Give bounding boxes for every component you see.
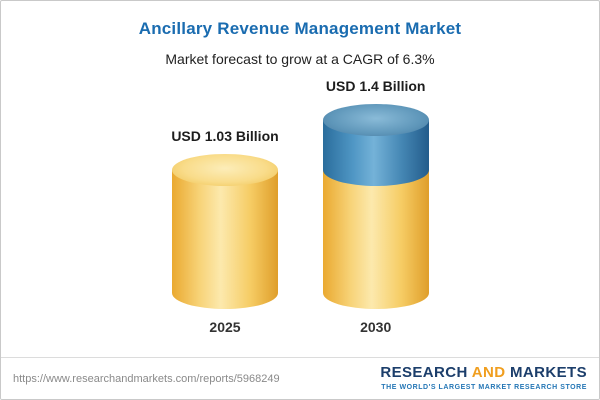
logo-word-and: AND: [471, 364, 506, 382]
footer: https://www.researchandmarkets.com/repor…: [1, 357, 599, 399]
year-label-2025: 2025: [209, 319, 241, 335]
logo-word-research: RESEARCH: [380, 364, 468, 382]
cylinder-2030-segment-divider: [322, 154, 429, 186]
chart-area: USD 1.03 Billion 2025 USD 1.4 Billion 20…: [1, 78, 599, 335]
cylinder-2030: [322, 104, 429, 309]
cylinder-2030-top-cap: [322, 104, 429, 136]
value-label-2030: USD 1.4 Billion: [325, 78, 426, 94]
year-label-2030: 2030: [360, 319, 392, 335]
cylinder-2030-base-segment: [322, 170, 429, 309]
chart-title: Ancillary Revenue Management Market: [138, 19, 462, 38]
bar-group-2030: USD 1.4 Billion 2030: [322, 78, 429, 335]
cylinder-2025: [171, 154, 278, 309]
chart-subtitle: Market forecast to grow at a CAGR of 6.3…: [165, 51, 435, 67]
cylinder-2025-top-cap: [171, 154, 278, 186]
logo-tagline: THE WORLD'S LARGEST MARKET RESEARCH STOR…: [381, 383, 587, 391]
logo-wordmark: RESEARCH AND MARKETS: [380, 365, 587, 382]
cylinder-2030-growth-segment: [322, 104, 429, 186]
report-url: https://www.researchandmarkets.com/repor…: [13, 372, 280, 385]
research-and-markets-logo: RESEARCH AND MARKETS THE WORLD'S LARGEST…: [380, 365, 587, 391]
chart-header: Ancillary Revenue Management Market Mark…: [1, 1, 599, 69]
value-label-2025: USD 1.03 Billion: [171, 128, 279, 144]
bar-group-2025: USD 1.03 Billion 2025: [171, 128, 278, 335]
logo-word-markets: MARKETS: [510, 364, 587, 382]
